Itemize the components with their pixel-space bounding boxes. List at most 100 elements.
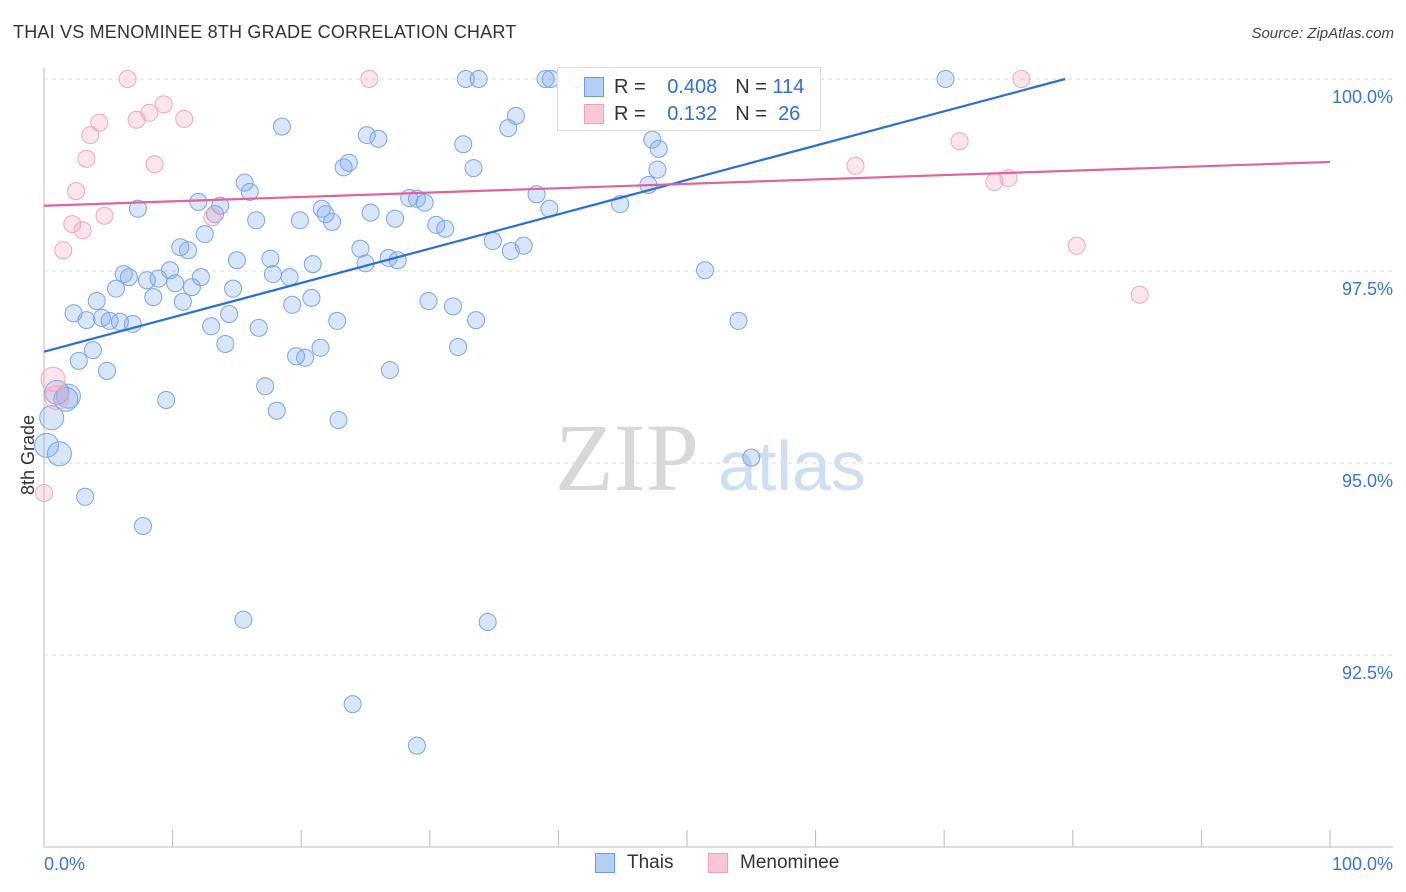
thais-point — [191, 268, 210, 287]
chart-title: THAI VS MENOMINEE 8TH GRADE CORRELATION … — [13, 22, 517, 42]
thais-point — [280, 268, 299, 287]
thais-point — [316, 205, 335, 224]
thais-point — [87, 291, 106, 310]
y-tick-label: 100.0% — [1332, 87, 1393, 107]
x-tick-label: 0.0% — [44, 854, 85, 874]
legend-label: Menominee — [740, 852, 840, 873]
thais-point — [220, 305, 239, 324]
thais-point — [134, 516, 153, 535]
thais-point — [114, 265, 133, 284]
thais-swatch-icon — [595, 853, 615, 873]
menominee-swatch-icon — [708, 853, 728, 873]
menominee-point — [175, 109, 194, 128]
thais-point — [742, 448, 761, 467]
menominee-point — [127, 110, 146, 129]
bottom-legend-menominee[interactable]: Menominee — [708, 852, 839, 874]
menominee-trend-line — [43, 160, 1331, 207]
thais-point — [119, 268, 138, 287]
thais-point — [100, 311, 119, 330]
menominee-point — [54, 241, 73, 260]
thais-point — [323, 212, 342, 231]
thais-point — [256, 377, 275, 396]
n-label: N = — [735, 75, 767, 98]
menominee-swatch-icon — [584, 104, 604, 124]
thais-point — [76, 487, 95, 506]
thais-point — [357, 126, 376, 145]
bottom-legend-thais[interactable]: Thais — [595, 852, 673, 874]
thais-point — [483, 232, 502, 251]
source-label: Source: ZipAtlas.com — [1251, 25, 1394, 42]
thais-point — [936, 70, 955, 88]
thais-point — [361, 203, 380, 222]
menominee-point — [154, 95, 173, 114]
thais-point — [303, 255, 322, 274]
x-tick-label: 100.0% — [1332, 854, 1393, 874]
menominee-point — [67, 182, 86, 201]
thais-point — [449, 338, 468, 357]
thais-point — [195, 225, 214, 244]
thais-trend-line — [43, 77, 1066, 353]
thais-point — [351, 239, 370, 258]
thais-point — [536, 70, 555, 88]
thais-point — [467, 311, 486, 330]
thais-point — [302, 288, 321, 307]
thais-point — [235, 173, 254, 192]
r-value: 0.408 — [667, 75, 718, 98]
thais-point — [380, 361, 399, 380]
thais-point — [287, 347, 306, 366]
thais-point — [39, 405, 65, 431]
thais-point — [506, 106, 525, 125]
thais-point — [296, 348, 315, 367]
menominee-point — [1130, 285, 1149, 304]
thais-point — [648, 160, 667, 179]
menominee-point — [1067, 236, 1086, 255]
thais-point — [388, 251, 407, 270]
menominee-point — [203, 208, 222, 227]
thais-point — [729, 311, 748, 330]
thais-point — [202, 317, 221, 336]
menominee-point — [985, 172, 1004, 191]
thais-point — [427, 215, 446, 234]
menominee-point — [73, 221, 92, 240]
menominee-point — [95, 206, 114, 225]
thais-point — [137, 271, 156, 290]
menominee-point — [81, 126, 100, 145]
thais-point — [267, 401, 286, 420]
thais-point — [334, 158, 353, 177]
n-value: 26 — [778, 102, 801, 125]
thais-point — [407, 736, 426, 755]
thais-point — [234, 610, 253, 629]
legend-box: R = 0.408 N = 114 R = 0.132 N = 26 — [557, 67, 821, 131]
thais-point — [464, 159, 483, 178]
thais-point — [329, 410, 348, 429]
menominee-point — [950, 132, 969, 151]
thais-point — [128, 199, 147, 218]
thais-point — [107, 279, 126, 298]
thais-point — [514, 236, 533, 255]
r-label: R = — [614, 75, 646, 98]
legend-row-menominee: R = 0.132 N = 26 — [584, 101, 800, 127]
thais-point — [696, 261, 715, 280]
thais-point — [415, 193, 434, 212]
menominee-point — [40, 366, 66, 392]
thais-point — [173, 292, 192, 311]
thais-point — [77, 311, 96, 330]
thais-point — [46, 441, 72, 467]
thais-point — [283, 295, 302, 314]
menominee-point — [118, 70, 137, 88]
thais-point — [386, 209, 405, 228]
thais-point — [157, 391, 176, 410]
thais-point — [182, 278, 201, 297]
menominee-point — [846, 156, 865, 175]
thais-point — [261, 249, 280, 268]
thais-point — [290, 211, 309, 230]
thais-point — [454, 135, 473, 154]
thais-point — [144, 288, 163, 307]
thais-point — [216, 334, 235, 353]
watermark-zip: ZIP — [555, 404, 699, 511]
n-label: N = — [735, 102, 767, 125]
thais-point — [249, 318, 268, 337]
thais-point — [83, 341, 102, 360]
thais-point — [179, 241, 198, 260]
